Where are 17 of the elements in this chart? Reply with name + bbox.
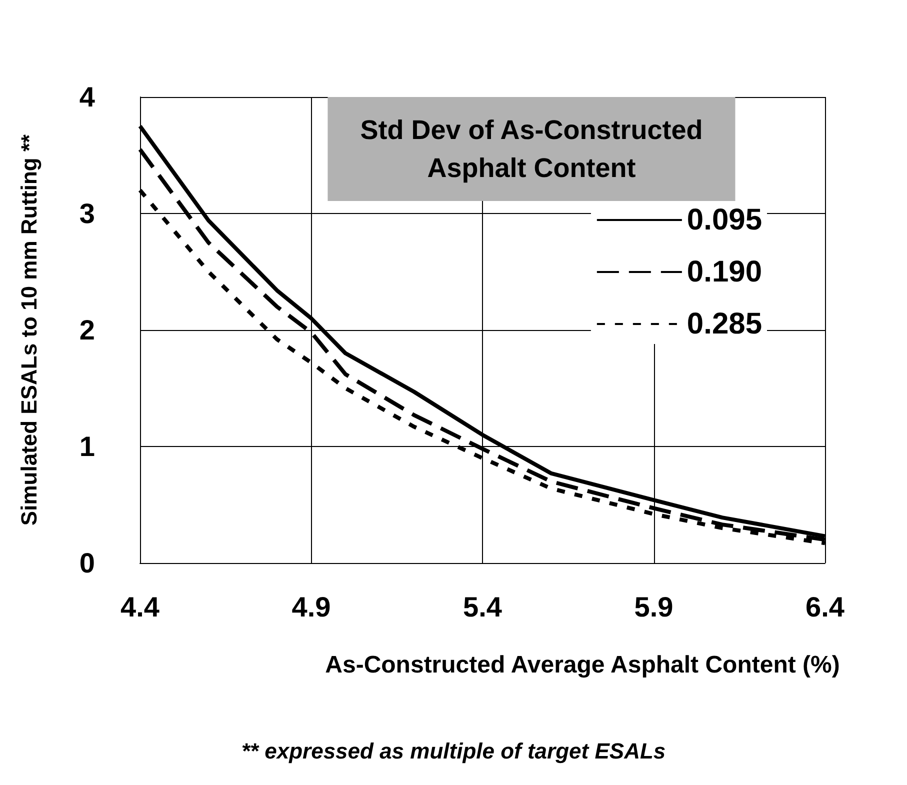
legend-label: 0.285 [686, 308, 762, 340]
y-tick-label: 0 [79, 548, 95, 578]
y-axis-title: Simulated ESALs to 10 mm Rutting ** [16, 134, 42, 526]
y-tick-label: 4 [79, 82, 96, 112]
x-tick-label: 4.4 [120, 592, 160, 622]
legend-title: Std Dev of As-Constructed Asphalt Content [360, 115, 703, 183]
text: ** expressed as multiple of target ESALs [241, 738, 666, 764]
x-axis-title: As-Constructed Average Asphalt Content (%) [325, 652, 840, 678]
y-tick-label: 2 [79, 314, 95, 346]
x-tick-label: 4.9 [292, 592, 331, 622]
y-tick-label: 3 [79, 198, 95, 229]
x-tick-label: 6.4 [806, 592, 845, 622]
x-tick-label: 5.9 [634, 592, 674, 622]
legend-label: 0.190 [686, 256, 762, 288]
legend-label: 0.095 [686, 204, 762, 236]
y-tick-label: 1 [79, 431, 95, 462]
x-tick-label: 5.4 [463, 592, 502, 622]
